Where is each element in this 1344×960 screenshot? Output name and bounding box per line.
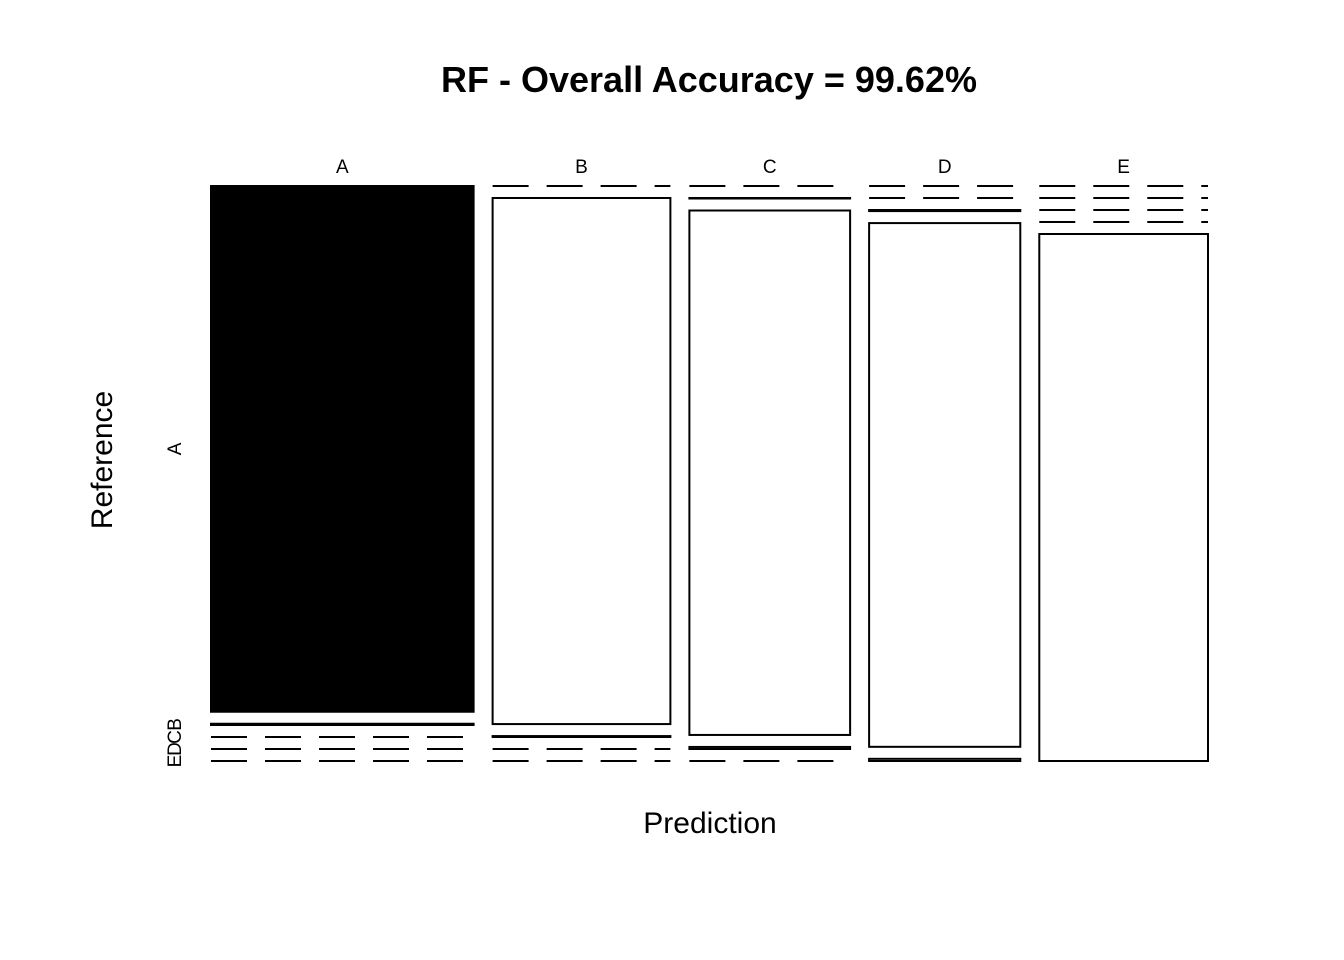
mosaic-cell-pred-c-ref-b [688, 197, 852, 200]
mosaic-cell-pred-c-ref-c [688, 209, 852, 736]
y-tick-label-b: B [165, 718, 186, 731]
mosaic-cell-pred-e-ref-e [1038, 233, 1209, 762]
mosaic-cell-pred-d-ref-d [868, 222, 1022, 748]
mosaic-cell-pred-a-ref-a [210, 185, 475, 713]
mosaic-cell-pred-c-ref-d [688, 745, 852, 751]
x-tick-label-d: D [938, 157, 952, 178]
x-tick-label-b: B [575, 157, 588, 178]
mosaic-cell-pred-d-ref-e [868, 757, 1022, 763]
y-tick-label-a: A [165, 442, 186, 455]
y-tick-label-d: D [165, 742, 186, 756]
x-axis-title: Prediction [643, 807, 776, 840]
y-tick-label-c: C [165, 730, 186, 744]
x-tick-label-a: A [336, 157, 349, 178]
mosaic-cell-pred-a-ref-b [210, 722, 475, 726]
chart-title: RF - Overall Accuracy = 99.62% [441, 59, 977, 100]
y-tick-label-e: E [165, 755, 186, 768]
mosaic-cell-pred-b-ref-c [491, 735, 672, 739]
mosaic-cell-pred-d-ref-c [868, 209, 1022, 213]
x-tick-label-c: C [763, 157, 777, 178]
mosaic-cell-pred-b-ref-b [491, 197, 672, 726]
y-axis-title: Reference [86, 391, 119, 529]
x-tick-label-e: E [1117, 157, 1130, 178]
